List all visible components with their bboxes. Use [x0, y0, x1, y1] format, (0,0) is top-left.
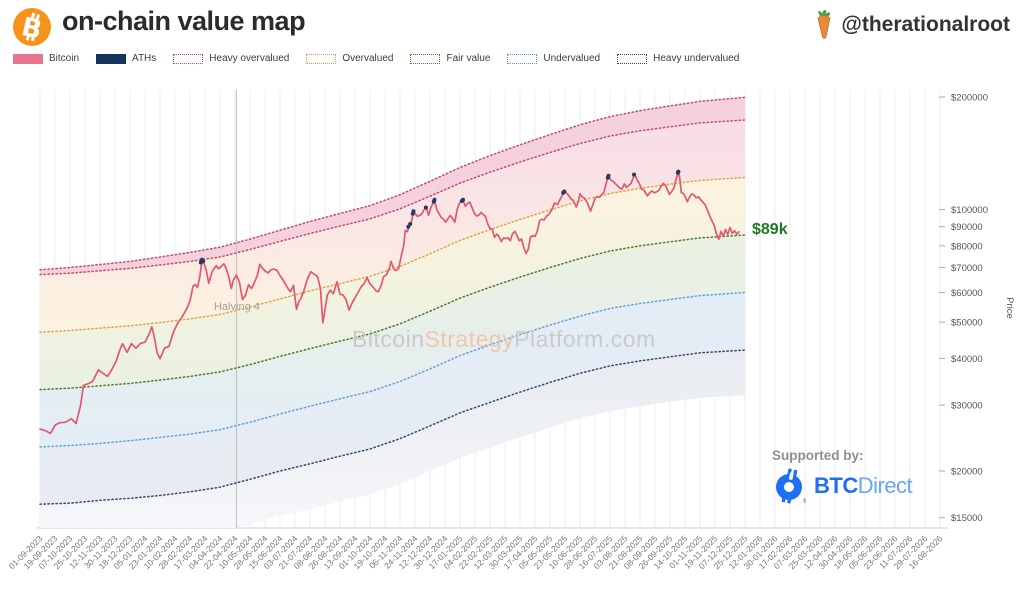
watermark-part-bitcoin: Bitcoin	[352, 326, 425, 352]
legend-swatch-dotted	[173, 53, 204, 64]
legend-swatch-solid	[13, 53, 43, 64]
legend-label: Heavy overvalued	[209, 53, 290, 64]
band-line-heavy_undervalued	[39, 349, 746, 505]
halving-annotation: Halving 4	[214, 301, 260, 313]
legend-label: Heavy undervalued	[653, 53, 740, 64]
svg-text:$100000: $100000	[951, 205, 988, 216]
legend-swatch-dotted	[507, 53, 538, 64]
band-line-overvalued	[39, 176, 746, 333]
sponsor-block: Supported by: ® BTCDirect	[772, 448, 913, 504]
x-axis: 01-09-202319-09-202307-10-202325-10-2023…	[7, 533, 945, 571]
legend-swatch-dotted	[617, 53, 648, 64]
band-line-undervalued	[39, 291, 746, 448]
watermark-part-strategy: Strategy	[424, 326, 515, 352]
watermark: BitcoinStrategyPlatform.com	[352, 326, 656, 353]
svg-text:®: ®	[803, 498, 806, 504]
current-price-callout: $89k	[752, 221, 788, 238]
btcdirect-brand-bold: BTC	[814, 473, 858, 498]
svg-text:$90000: $90000	[951, 222, 983, 233]
legend-label: Bitcoin	[49, 53, 80, 64]
svg-text:$60000: $60000	[951, 288, 983, 299]
band-lines	[39, 96, 746, 505]
band-line-heavy_overvalued_top	[39, 96, 746, 271]
zone-heavy_undervalued	[40, 350, 745, 528]
supported-by-label: Supported by:	[772, 448, 864, 463]
legend-swatch-dotted	[306, 53, 337, 64]
legend-item-bitcoin: Bitcoin	[13, 53, 79, 64]
band-line-fair_value	[39, 234, 746, 391]
bitcoin-logo-icon: B	[13, 8, 51, 46]
legend-label: Overvalued	[342, 53, 394, 64]
svg-text:$80000: $80000	[951, 241, 983, 252]
author-credit: @therationalroot	[813, 10, 1010, 40]
author-handle: @therationalroot	[841, 13, 1010, 36]
legend-item-fair-value: Fair value	[410, 53, 490, 64]
btcdirect-logo-icon: ®	[776, 468, 806, 504]
svg-text:$30000: $30000	[951, 401, 983, 412]
ath-markers	[198, 169, 681, 265]
legend-label: Fair value	[446, 53, 491, 64]
btcdirect-brand-light: Direct	[857, 473, 913, 498]
svg-text:$70000: $70000	[951, 263, 983, 274]
legend-item-overvalued: Overvalued	[306, 53, 393, 64]
svg-text:$200000: $200000	[951, 92, 988, 103]
legend-swatch-dotted	[410, 53, 441, 64]
chart-legend: Bitcoin ATHs Heavy overvalued Overvalued Fai…	[13, 53, 739, 64]
zone-heavy_overvalued_top	[40, 97, 745, 275]
zone-undervalued	[40, 292, 745, 505]
bitcoin-price-line	[39, 170, 740, 435]
svg-text:$15000: $15000	[951, 513, 983, 524]
watermark-part-platform: Platform.com	[514, 326, 656, 352]
band-line-heavy_overvalued	[39, 119, 746, 276]
legend-item-heavy-overvalued: Heavy overvalued	[173, 53, 289, 64]
valuation-zones	[40, 97, 745, 528]
legend-label: Undervalued	[543, 53, 601, 64]
zone-fair_value	[40, 235, 745, 447]
y-axis: $200000 $100000 $90000 $80000 $70000 $60000 $5…	[939, 92, 1015, 524]
svg-text:Price: Price	[1004, 297, 1015, 319]
zone-heavy_overvalued	[40, 120, 745, 333]
svg-text:$40000: $40000	[951, 354, 983, 365]
svg-text:$20000: $20000	[951, 466, 983, 477]
legend-label: ATHs	[132, 53, 157, 64]
legend-swatch-solid	[96, 53, 127, 64]
legend-item-aths: ATHs	[96, 53, 156, 64]
carrot-icon	[817, 10, 831, 39]
legend-item-heavy-undervalued: Heavy undervalued	[617, 53, 739, 64]
zone-overvalued	[40, 177, 745, 390]
svg-text:$50000: $50000	[951, 318, 983, 329]
page-title: on-chain value map	[62, 6, 306, 36]
legend-item-undervalued: Undervalued	[507, 53, 600, 64]
